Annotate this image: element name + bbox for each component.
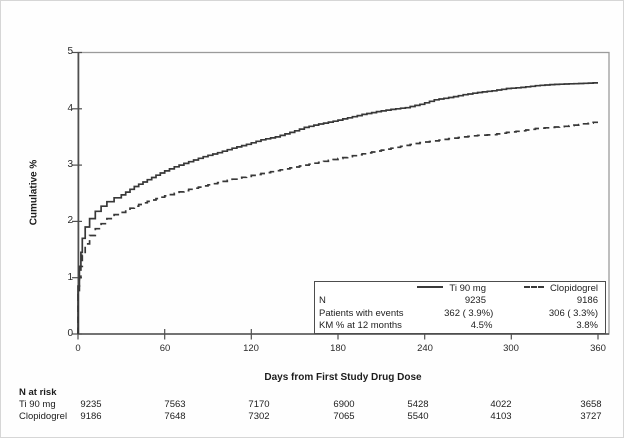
- x-tick-300: 300: [503, 343, 519, 354]
- risk-ti90-d60: 7563: [164, 399, 186, 410]
- legend-events-ti90: 362 ( 3.9%): [444, 307, 494, 319]
- legend-header-row: Ti 90 mg Clopidogrel: [319, 283, 598, 295]
- y-tick-0: 0: [67, 328, 73, 339]
- risk-clopidogrel-d180: 7065: [333, 411, 355, 422]
- risk-ti90-d360: 3658: [580, 399, 602, 410]
- y-tick-1: 1: [67, 272, 73, 283]
- legend-km-row: KM % at 12 months 4.5% 3.8%: [319, 320, 598, 332]
- legend-events-label: Patients with events: [319, 307, 404, 319]
- legend-n-label: N: [319, 295, 326, 307]
- risk-clopidogrel-d0: 9186: [80, 411, 102, 422]
- risk-clopidogrel-d60: 7648: [164, 411, 186, 422]
- legend-events-row: Patients with events 362 ( 3.9%) 306 ( 3…: [319, 308, 598, 320]
- risk-table-title: N at risk: [19, 387, 57, 398]
- y-tick-2: 2: [67, 215, 73, 226]
- legend-n-clopidogrel: 9186: [576, 295, 598, 307]
- legend-events-clopidogrel: 306 ( 3.3%): [548, 307, 598, 319]
- x-tick-360: 360: [590, 343, 606, 354]
- legend-n-ti90: 9235: [464, 295, 486, 307]
- legend-header-spacer: [319, 283, 390, 295]
- y-tick-5: 5: [67, 46, 73, 57]
- x-axis-title: Days from First Study Drug Dose: [264, 372, 422, 383]
- curve-ti-90-mg: [77, 82, 598, 334]
- curve-clopidogrel: [77, 121, 598, 334]
- legend-series-ti90-label: Ti 90 mg: [449, 283, 486, 294]
- x-tick-180: 180: [330, 343, 346, 354]
- y-axis-title: Cumulative %: [28, 159, 40, 226]
- solid-line-icon: [417, 285, 444, 288]
- legend-series-clopidogrel-label: Clopidogrel: [549, 283, 598, 294]
- legend-series-ti90: Ti 90 mg: [390, 283, 486, 295]
- y-tick-4: 4: [67, 103, 73, 114]
- risk-ti90-d180: 6900: [333, 399, 355, 410]
- risk-ti90-d240: 5428: [407, 399, 429, 410]
- legend-km-clopidogrel: 3.8%: [576, 319, 598, 331]
- risk-clopidogrel-d360: 3727: [580, 411, 602, 422]
- risk-row-ti90-label: Ti 90 mg: [19, 399, 56, 410]
- risk-clopidogrel-d240: 5540: [407, 411, 429, 422]
- legend-n-row: N 9235 9186: [319, 295, 598, 307]
- x-tick-60: 60: [159, 343, 171, 354]
- risk-row-clopidogrel-label: Clopidogrel: [19, 411, 68, 422]
- legend-km-label: KM % at 12 months: [319, 319, 402, 331]
- risk-ti90-d0: 9235: [80, 399, 102, 410]
- legend-km-ti90: 4.5%: [470, 319, 493, 331]
- x-tick-240: 240: [417, 343, 433, 354]
- risk-ti90-d120: 7170: [248, 399, 270, 410]
- km-curves: [77, 82, 598, 334]
- x-tick-120: 120: [243, 343, 259, 354]
- y-tick-3: 3: [67, 159, 73, 170]
- x-tick-0: 0: [75, 343, 81, 354]
- legend-stats-box: Ti 90 mg Clopidogrel N 9235 9186 Patient…: [314, 281, 606, 334]
- risk-ti90-d300: 4022: [490, 399, 512, 410]
- risk-clopidogrel-d120: 7302: [248, 411, 270, 422]
- legend-series-clopidogrel: Clopidogrel: [486, 283, 598, 295]
- dashed-line-icon: [523, 285, 544, 288]
- risk-clopidogrel-d300: 4103: [490, 411, 512, 422]
- y-tick-marks: [72, 51, 82, 335]
